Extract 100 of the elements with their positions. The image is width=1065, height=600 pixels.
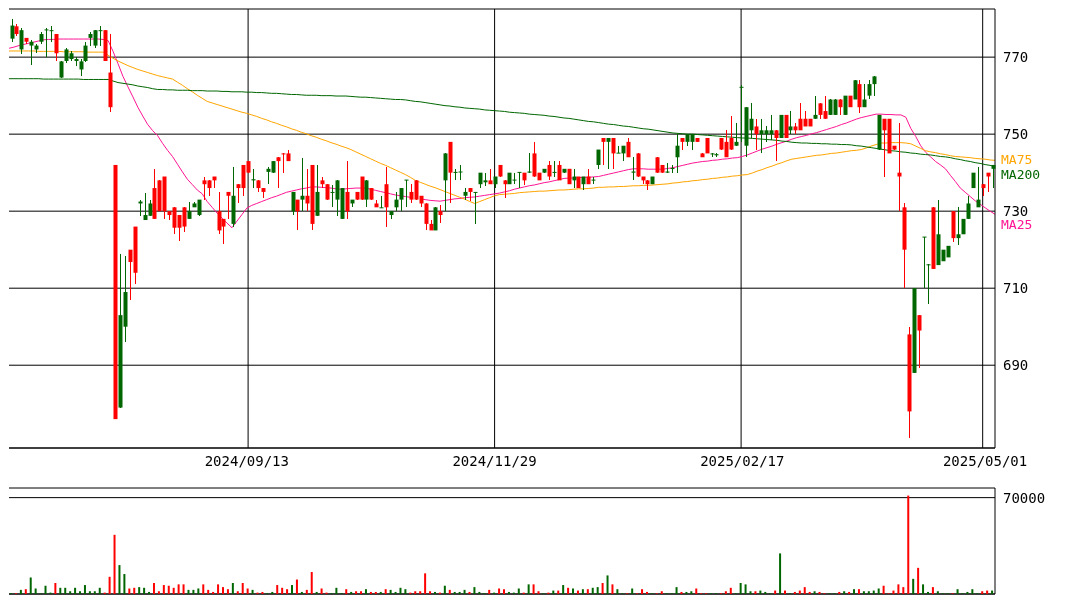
bar	[364, 589, 367, 594]
candlestick	[394, 191, 399, 212]
bar	[498, 588, 501, 594]
bar	[379, 591, 382, 594]
bar	[818, 591, 821, 594]
y-tick-label: 690	[1003, 357, 1029, 374]
bar	[404, 589, 407, 594]
bar	[399, 587, 402, 594]
bar	[79, 591, 82, 594]
candlestick	[424, 202, 429, 232]
bar	[591, 587, 594, 594]
candlestick	[276, 156, 281, 189]
bar	[853, 589, 856, 594]
bar	[182, 584, 185, 594]
candlestick	[774, 129, 779, 162]
bar	[187, 589, 190, 594]
bar	[276, 585, 279, 594]
bar	[246, 588, 249, 594]
candlestick	[473, 191, 478, 225]
candlestick	[917, 314, 922, 369]
bar	[596, 587, 599, 594]
bar	[221, 587, 224, 594]
bar	[680, 591, 683, 594]
bar	[389, 589, 392, 594]
bar	[419, 591, 422, 594]
bar	[350, 591, 353, 594]
bar	[231, 582, 234, 594]
bar	[749, 591, 752, 594]
bar	[567, 587, 570, 594]
candlestick	[404, 178, 409, 209]
candlestick	[315, 164, 320, 217]
bar	[29, 577, 32, 594]
bar	[478, 591, 481, 594]
bar	[926, 591, 929, 594]
bar	[848, 591, 851, 594]
bar	[857, 589, 860, 594]
bar	[813, 591, 816, 594]
candlestick	[606, 137, 611, 170]
x-tick-label: 2025/02/17	[700, 452, 785, 469]
bar	[295, 579, 298, 594]
bar	[261, 591, 264, 594]
bar	[902, 587, 905, 594]
series-label: MA200	[1001, 166, 1041, 183]
bar	[468, 591, 471, 594]
candlestick	[922, 235, 927, 289]
bar	[24, 589, 27, 594]
bar	[74, 587, 77, 594]
candlestick	[857, 79, 862, 114]
bar	[754, 591, 757, 594]
candlestick	[601, 137, 606, 166]
bar	[966, 591, 969, 594]
bar	[212, 591, 215, 594]
candlestick	[611, 137, 616, 170]
bar	[527, 584, 530, 594]
bar	[695, 588, 698, 594]
series-label: MA25	[1001, 217, 1033, 234]
bar	[123, 574, 126, 594]
bar	[882, 585, 885, 594]
candlestick	[823, 94, 828, 120]
bar	[562, 585, 565, 594]
bar	[793, 591, 796, 594]
bar	[843, 591, 846, 594]
bar	[981, 591, 984, 594]
bar	[162, 585, 165, 594]
bar	[616, 589, 619, 594]
bar	[463, 589, 466, 594]
bar	[138, 587, 141, 594]
bar	[739, 582, 742, 594]
candlestick	[897, 121, 902, 212]
bar	[611, 584, 614, 594]
bar	[172, 587, 175, 594]
bar	[433, 591, 436, 594]
bar	[118, 565, 121, 594]
candlestick	[547, 160, 552, 182]
bar	[355, 591, 358, 594]
bar	[429, 591, 432, 594]
bar	[202, 584, 205, 594]
bar	[537, 591, 540, 594]
candlestick	[300, 157, 305, 212]
y-tick-label: 750	[1003, 126, 1029, 143]
bar	[384, 589, 387, 594]
bar	[877, 588, 880, 594]
candlestick	[754, 118, 759, 151]
candlestick	[29, 39, 34, 66]
candlestick	[872, 75, 877, 97]
y-tick-label: 710	[1003, 280, 1029, 297]
bar	[197, 588, 200, 594]
candlestick	[364, 179, 369, 209]
bar	[685, 591, 688, 594]
bar	[369, 591, 372, 594]
bar	[690, 591, 693, 594]
x-tick-label: 2024/09/13	[204, 452, 289, 469]
x-tick-label: 2025/05/01	[942, 452, 1028, 469]
bar	[310, 571, 313, 594]
bar	[394, 591, 397, 594]
bar	[724, 591, 727, 594]
bar	[108, 576, 111, 594]
candlestick	[813, 94, 818, 120]
bar	[59, 587, 62, 594]
bar	[912, 578, 915, 594]
